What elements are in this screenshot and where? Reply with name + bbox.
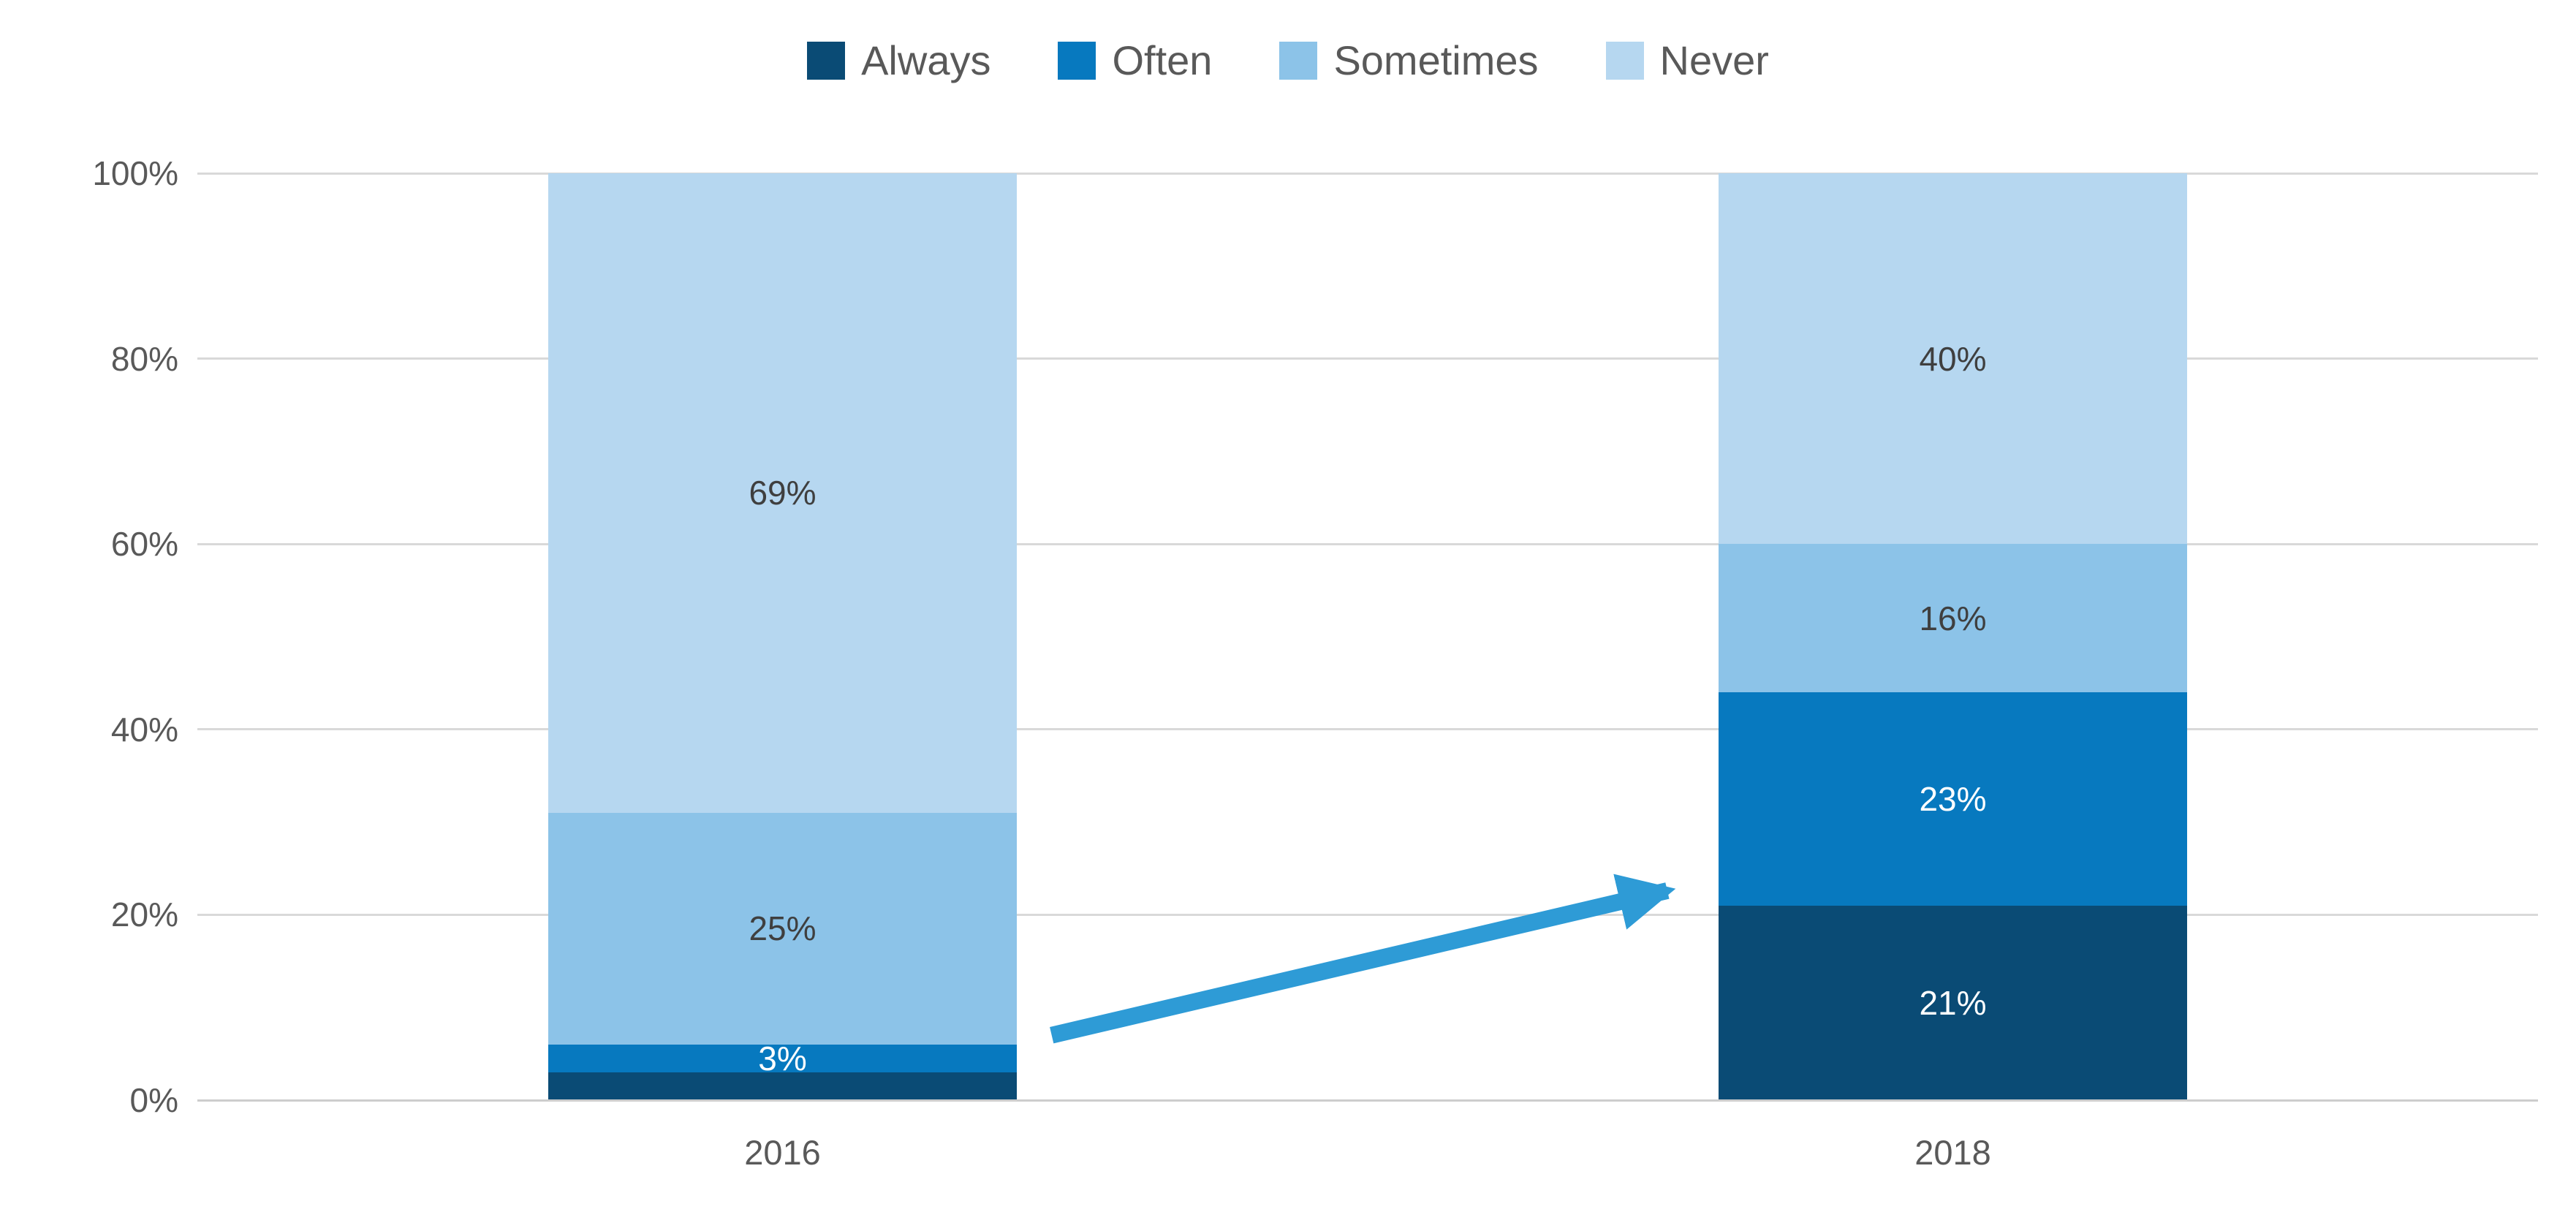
legend-label: Always bbox=[861, 37, 991, 83]
y-axis-label: 100% bbox=[92, 154, 178, 192]
bar-segment-2016-never: 69% bbox=[548, 173, 1017, 813]
legend-swatch-icon bbox=[807, 41, 846, 80]
data-label: 69% bbox=[749, 474, 817, 512]
data-label: 23% bbox=[1919, 779, 1987, 818]
legend-swatch-icon bbox=[1279, 41, 1318, 80]
legend: Always Often Sometimes Never bbox=[0, 38, 2576, 83]
bar-2016: 3% 25% 69% bbox=[548, 173, 1017, 1100]
x-axis-line bbox=[197, 1099, 2538, 1102]
bar-segment-2016-sometimes: 25% bbox=[548, 812, 1017, 1045]
legend-item-often: Often bbox=[1058, 38, 1212, 83]
trend-arrow-line bbox=[1050, 874, 1676, 1044]
gridline bbox=[197, 728, 2538, 731]
gridline bbox=[197, 172, 2538, 175]
legend-label: Sometimes bbox=[1333, 37, 1539, 83]
plot-area: 0% 20% 40% 60% 80% 100% 3% 25% 69% 21% 23% 16% 40% … bbox=[92, 156, 2538, 1170]
legend-label: Never bbox=[1659, 37, 1769, 83]
bar-2018: 21% 23% 16% 40% bbox=[1719, 173, 2187, 1100]
y-axis-label: 60% bbox=[110, 525, 178, 564]
bar-segment-2016-often: 3% bbox=[548, 1039, 1017, 1077]
x-axis-label: 2016 bbox=[744, 1133, 821, 1172]
data-label: 16% bbox=[1919, 599, 1987, 637]
legend-label: Often bbox=[1112, 37, 1213, 83]
legend-item-never: Never bbox=[1605, 37, 1769, 83]
data-label: 21% bbox=[1919, 983, 1987, 1022]
legend-swatch-icon bbox=[1058, 41, 1096, 80]
y-axis-label: 80% bbox=[110, 339, 178, 378]
data-label: 25% bbox=[749, 909, 817, 948]
gridline bbox=[197, 913, 2538, 916]
bars: 3% 25% 69% 21% 23% 16% 40% bbox=[197, 173, 2538, 1100]
trend-arrow bbox=[1050, 874, 1676, 1044]
bar-segment-2018-never: 40% bbox=[1719, 173, 2187, 545]
x-axis-label: 2018 bbox=[1914, 1133, 1991, 1172]
data-label: 40% bbox=[1919, 339, 1987, 378]
bar-segment-2018-sometimes: 16% bbox=[1719, 544, 2187, 693]
y-axis-label: 0% bbox=[129, 1081, 178, 1119]
y-axis-label: 40% bbox=[110, 710, 178, 749]
bar-segment-2018-often: 23% bbox=[1719, 692, 2187, 906]
gridline bbox=[197, 542, 2538, 545]
legend-item-sometimes: Sometimes bbox=[1279, 37, 1539, 83]
bar-segment-2018-always: 21% bbox=[1719, 905, 2187, 1100]
gridline bbox=[197, 357, 2538, 360]
legend-item-always: Always bbox=[807, 38, 990, 83]
bar-segment-2016-always bbox=[548, 1072, 1017, 1100]
legend-swatch-icon bbox=[1605, 41, 1644, 80]
y-axis-label: 20% bbox=[110, 895, 178, 934]
data-label: 3% bbox=[758, 1039, 807, 1077]
